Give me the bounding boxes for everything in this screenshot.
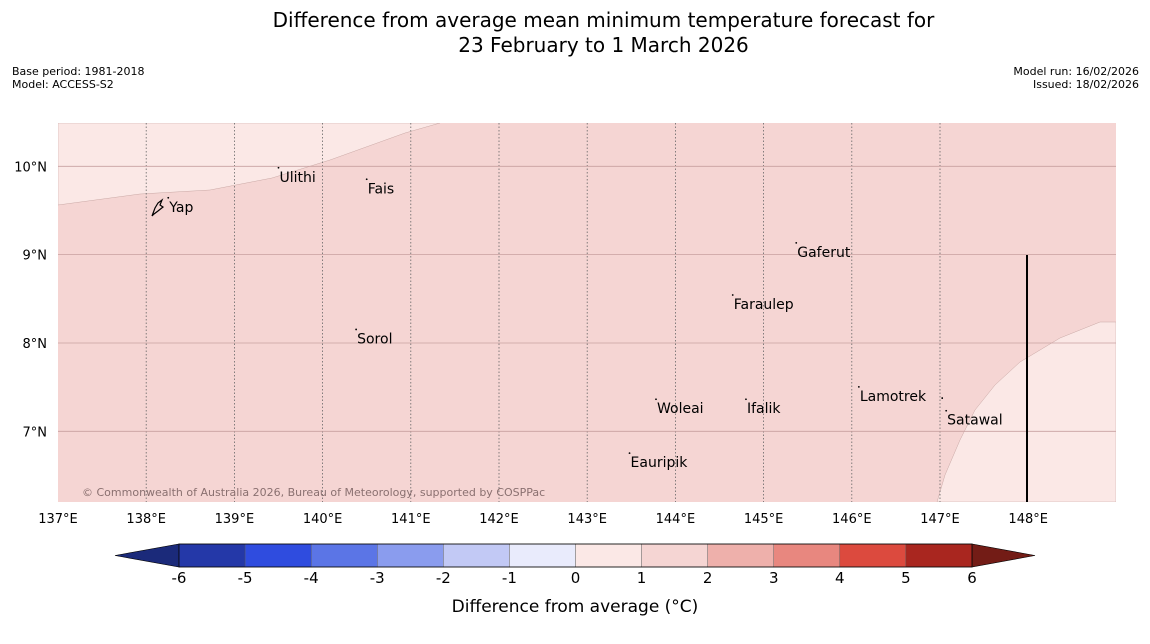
longitude-label: 143°E: [567, 512, 607, 527]
longitude-label: 142°E: [479, 512, 519, 527]
colorbar-frame: [178, 543, 973, 568]
place-label: Eauripik: [631, 455, 689, 471]
meta-right: Model run: 16/02/2026 Issued: 18/02/2026: [1013, 65, 1139, 91]
colorbar-tick-label: -5: [238, 569, 253, 587]
longitude-labels: 137°E 138°E 139°E 140°E 141°E 142°E 143°E 144°E…: [38, 512, 1048, 527]
place-marker: [167, 196, 170, 199]
colorbar-tick-label: 0: [571, 569, 581, 587]
place-label: Ulithi: [280, 170, 316, 186]
colorbar-segment: [575, 543, 642, 568]
colorbar-under-arrow: [114, 543, 180, 568]
colorbar-tick-label: -6: [172, 569, 187, 587]
colorbar-segment: [178, 543, 246, 568]
base-period: Base period: 1981-2018: [12, 65, 145, 78]
place-label: Ifalik: [747, 401, 781, 417]
colorbar-tick-label: 2: [703, 569, 713, 587]
copyright-notice: © Commonwealth of Australia 2026, Bureau…: [82, 486, 545, 499]
latitude-labels: 10°N 9°N 8°N 7°N: [14, 160, 47, 440]
longitude-label: 140°E: [303, 512, 343, 527]
latitude-label: 8°N: [23, 337, 48, 352]
colorbar-segment: [509, 543, 576, 568]
colorbar-tick-label: -2: [436, 569, 451, 587]
colorbar-tick-label: -1: [502, 569, 517, 587]
graticule: [58, 123, 1116, 502]
colorbar-tick-label: 1: [637, 569, 647, 587]
place-marker: [731, 294, 734, 296]
colorbar-tick-label: -3: [370, 569, 385, 587]
place-marker: [355, 328, 358, 331]
place-marker: [745, 398, 747, 401]
title-line-1: Difference from average mean minimum tem…: [272, 8, 935, 32]
place-label: Gaferut: [797, 245, 851, 261]
longitude-label: 139°E: [215, 512, 255, 527]
longitude-label: 141°E: [391, 512, 431, 527]
longitude-label: 148°E: [1008, 512, 1048, 527]
colorbar-segment: [707, 543, 774, 568]
colorbar-over-arrow: [971, 543, 1036, 568]
colorbar-segment: [377, 543, 444, 568]
colorbar-label: Difference from average (°C): [452, 597, 699, 617]
place-marker: [945, 409, 948, 412]
colorbar-segment: [905, 543, 973, 568]
chart-title: Difference from average mean minimum tem…: [0, 8, 1150, 58]
colorbar: -6 -5 -4 -3 -2 -1 0 1 2 3 4 5 6: [114, 543, 1036, 587]
colorbar-segment: [773, 543, 841, 568]
yap-island-outline: [151, 198, 165, 217]
longitude-label: 146°E: [832, 512, 872, 527]
longitude-label: 137°E: [38, 512, 78, 527]
latitude-label: 10°N: [14, 160, 47, 175]
latitude-label: 9°N: [23, 249, 48, 264]
anomaly-region-northwest: [58, 123, 441, 206]
colorbar-tick-label: 3: [769, 569, 779, 587]
place-label: Yap: [168, 200, 193, 216]
place-marker: [628, 452, 631, 455]
lamotrek-dot: .: [940, 387, 944, 403]
place-label: Faraulep: [734, 297, 794, 313]
colorbar-segment: [310, 543, 378, 568]
latitude-label: 7°N: [23, 425, 48, 440]
title-line-2: 23 February to 1 March 2026: [458, 33, 749, 57]
place-label: Woleai: [657, 401, 704, 417]
colorbar-tick-label: 6: [967, 569, 977, 587]
model-name: Model: ACCESS-S2: [12, 78, 114, 91]
meta-left: Base period: 1981-2018 Model: ACCESS-S2: [12, 65, 144, 91]
longitude-label: 144°E: [656, 512, 696, 527]
colorbar-tick-label: 4: [835, 569, 845, 587]
longitude-label: 138°E: [126, 512, 166, 527]
place-labels: Yap Ulithi Fais Gaferut Faraulep Sorol Woleai I…: [167, 166, 1003, 471]
place-marker: [655, 398, 657, 401]
model-run: Model run: 16/02/2026: [1013, 65, 1139, 78]
place-label: Fais: [368, 181, 395, 197]
longitude-label: 145°E: [744, 512, 784, 527]
place-marker: [795, 241, 798, 244]
colorbar-segment: [839, 543, 907, 568]
place-label: Satawal: [947, 413, 1002, 429]
colorbar-segment: [443, 543, 510, 568]
longitude-label: 147°E: [920, 512, 960, 527]
colorbar-segment: [641, 543, 708, 568]
colorbar-tick-label: 5: [901, 569, 911, 587]
place-label: Sorol: [357, 331, 392, 347]
place-marker: [277, 166, 280, 169]
place-marker: [365, 178, 368, 181]
issued-date: Issued: 18/02/2026: [1032, 78, 1139, 91]
place-label: Lamotrek: [860, 389, 927, 405]
place-marker: [857, 385, 860, 388]
colorbar-segment: [244, 543, 312, 568]
colorbar-tick-label: -4: [304, 569, 319, 587]
